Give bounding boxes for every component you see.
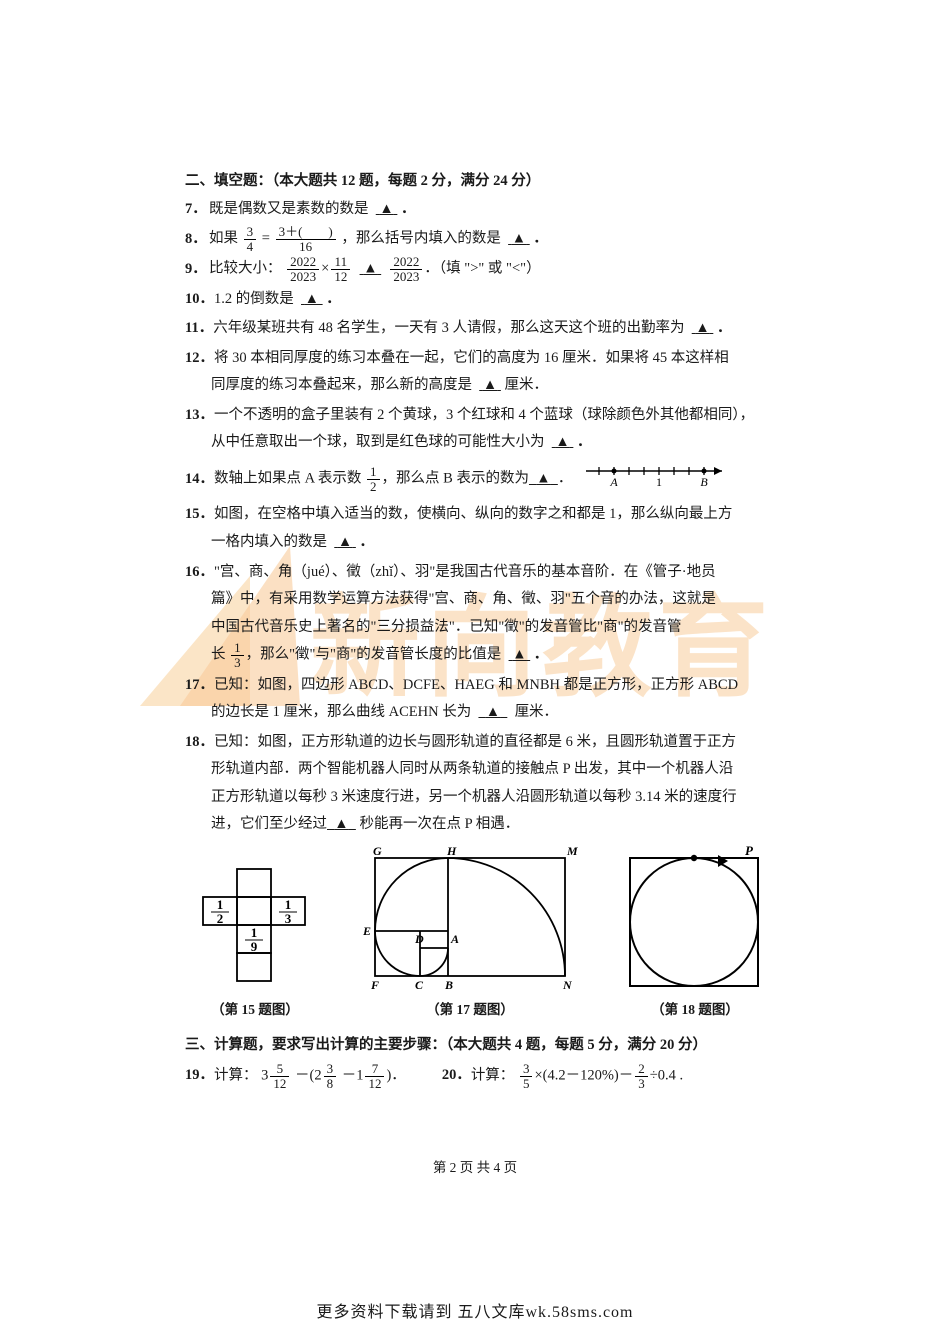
svg-text:9: 9 [251, 939, 258, 954]
q15: 15．如图，在空格中填入适当的数，使横向、纵向的数字之和都是 1，那么纵向最上方… [185, 501, 765, 556]
svg-text:N: N [562, 978, 573, 992]
q10: 10．1.2 的倒数是 ▲ ． [185, 286, 765, 314]
svg-text:F: F [370, 978, 379, 992]
svg-text:D: D [414, 932, 424, 946]
svg-text:B: B [700, 475, 708, 489]
q9: 9．比较大小： 20222023×1112 ▲ 20222023．（填 ">" … [185, 255, 765, 283]
section3: 三、计算题，要求写出计算的主要步骤：（本大题共 4 题，每题 5 分，满分 20… [185, 1032, 765, 1092]
q14: 14．数轴上如果点 A 表示数 12，那么点 B 表示的数为 ▲ ． A 1 B [185, 459, 765, 500]
figure-17: G H M E D A F C B N （第 17 题图） [355, 843, 585, 1023]
q8: 8．如果 34 = 3＋( )16 ，那么括号内填入的数是 ▲ ． [185, 225, 765, 253]
section3-header: 三、计算题，要求写出计算的主要步骤：（本大题共 4 题，每题 5 分，满分 20… [185, 1032, 765, 1060]
svg-text:M: M [566, 844, 578, 858]
page-content: 二、填空题：（本大题共 12 题，每题 2 分，满分 24 分） 7．既是偶数又… [185, 168, 765, 1092]
svg-text:H: H [446, 844, 457, 858]
q18: 18．已知：如图，正方形轨道的边长与圆形轨道的直径都是 6 米，且圆形轨道置于正… [185, 729, 765, 839]
section2-header: 二、填空题：（本大题共 12 题，每题 2 分，满分 24 分） [185, 168, 765, 196]
page-number: 第 2 页 共 4 页 [0, 1156, 950, 1176]
svg-text:1: 1 [217, 897, 224, 912]
figure-row: 1 2 1 3 1 9 （第 15 题图） [185, 843, 775, 1023]
q7: 7．既是偶数又是素数的数是 ▲ ． [185, 196, 765, 224]
figure-18: P （第 18 题图） [615, 843, 775, 1023]
q19: 19．计算： 3512 －(238 －1712)． [185, 1062, 406, 1090]
figure-15: 1 2 1 3 1 9 （第 15 题图） [185, 863, 325, 1023]
q16: 16．"宫、商、角（jué）、徵（zhǐ）、羽"是我国古代音乐的基本音阶．在《管… [185, 559, 765, 670]
svg-text:3: 3 [285, 911, 292, 926]
svg-text:2: 2 [217, 911, 224, 926]
svg-text:G: G [373, 844, 382, 858]
svg-text:A: A [450, 932, 459, 946]
q20: 20．计算： 35×(4.2－120%)－23÷0.4 . [442, 1062, 683, 1090]
svg-text:B: B [444, 978, 453, 992]
numberline-icon: A 1 B [584, 459, 729, 489]
q11: 11．六年级某班共有 48 名学生，一天有 3 人请假，那么这天这个班的出勤率为… [185, 315, 765, 343]
svg-text:E: E [362, 924, 371, 938]
svg-text:A: A [609, 475, 618, 489]
q17: 17．已知：如图，四边形 ABCD、DCFE、HAEG 和 MNBH 都是正方形… [185, 672, 765, 727]
q13: 13．一个不透明的盒子里装有 2 个黄球，3 个红球和 4 个蓝球（球除颜色外其… [185, 402, 765, 457]
svg-text:P: P [745, 843, 754, 858]
q12: 12．将 30 本相同厚度的练习本叠在一起，它们的高度为 16 厘米．如果将 4… [185, 345, 765, 400]
svg-text:1: 1 [656, 475, 662, 489]
svg-text:1: 1 [251, 925, 258, 940]
svg-text:1: 1 [285, 897, 292, 912]
footer-link: 更多资料下载请到 五八文库wk.58sms.com [0, 1298, 950, 1322]
svg-text:C: C [415, 978, 424, 992]
